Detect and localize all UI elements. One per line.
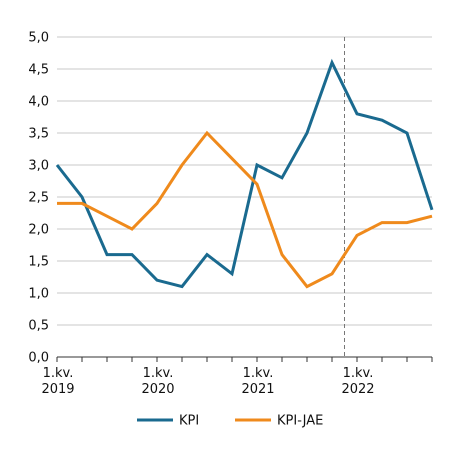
data-point bbox=[256, 183, 259, 186]
y-tick-label: 2,0 bbox=[28, 223, 49, 238]
data-point bbox=[331, 61, 334, 64]
series-layer bbox=[55, 58, 434, 289]
legend: KPI KPI-JAE bbox=[137, 414, 323, 429]
y-tick-label: 4,5 bbox=[28, 63, 49, 78]
y-tick-label: 2,5 bbox=[28, 191, 49, 206]
y-tick-label: 4,0 bbox=[28, 95, 49, 110]
series-line-kpi-jae bbox=[57, 130, 433, 289]
data-point bbox=[106, 215, 109, 218]
x-tick-label: 1.kv. 2020 bbox=[141, 366, 174, 397]
y-tick-label: 3,5 bbox=[28, 127, 49, 142]
data-point bbox=[206, 253, 209, 256]
data-point bbox=[156, 202, 159, 205]
data-point bbox=[406, 221, 409, 224]
data-point bbox=[156, 279, 159, 282]
y-tick-label: 3,0 bbox=[28, 159, 49, 174]
data-point bbox=[231, 272, 234, 275]
data-point bbox=[131, 228, 134, 231]
axis-layer bbox=[56, 356, 433, 362]
data-point bbox=[306, 285, 309, 288]
x-tick-label: 1.kv. 2019 bbox=[41, 366, 74, 397]
x-tick-label: 1.kv. 2021 bbox=[241, 366, 274, 397]
data-point bbox=[406, 132, 409, 135]
data-point bbox=[356, 112, 359, 115]
y-tick-label: 1,0 bbox=[28, 287, 49, 302]
data-point bbox=[281, 176, 284, 179]
data-point bbox=[206, 132, 209, 135]
data-point bbox=[256, 164, 259, 167]
y-tick-labels: 0,0 0,5 1,0 1,5 2,0 2,5 3,0 3,5 4,0 4,5 5,0 bbox=[28, 31, 49, 366]
data-point bbox=[381, 119, 384, 122]
x-tick-labels: 1.kv. 2019 1.kv. 2020 1.kv. 2021 1.kv. 2022 bbox=[41, 366, 374, 397]
data-point bbox=[56, 202, 59, 205]
data-point bbox=[106, 253, 109, 256]
legend-label: KPI bbox=[179, 414, 199, 429]
data-point bbox=[131, 253, 134, 256]
y-tick-label: 0,0 bbox=[28, 351, 49, 366]
data-point bbox=[381, 221, 384, 224]
data-point bbox=[306, 132, 309, 135]
grid-layer bbox=[57, 36, 432, 326]
data-point bbox=[431, 215, 434, 218]
data-point bbox=[431, 208, 434, 211]
y-tick-label: 1,5 bbox=[28, 255, 49, 270]
data-point bbox=[356, 234, 359, 237]
y-tick-label: 0,5 bbox=[28, 319, 49, 334]
data-point bbox=[81, 196, 84, 199]
data-point bbox=[231, 157, 234, 160]
series-line-kpi bbox=[55, 58, 434, 289]
legend-label: KPI-JAE bbox=[277, 414, 323, 429]
y-tick-label: 5,0 bbox=[28, 31, 49, 46]
data-point bbox=[331, 272, 334, 275]
data-point bbox=[281, 253, 284, 256]
x-tick-label: 1.kv. 2022 bbox=[341, 366, 374, 397]
data-point bbox=[181, 164, 184, 167]
data-point bbox=[81, 202, 84, 205]
data-point bbox=[56, 164, 59, 167]
data-point bbox=[181, 285, 184, 288]
